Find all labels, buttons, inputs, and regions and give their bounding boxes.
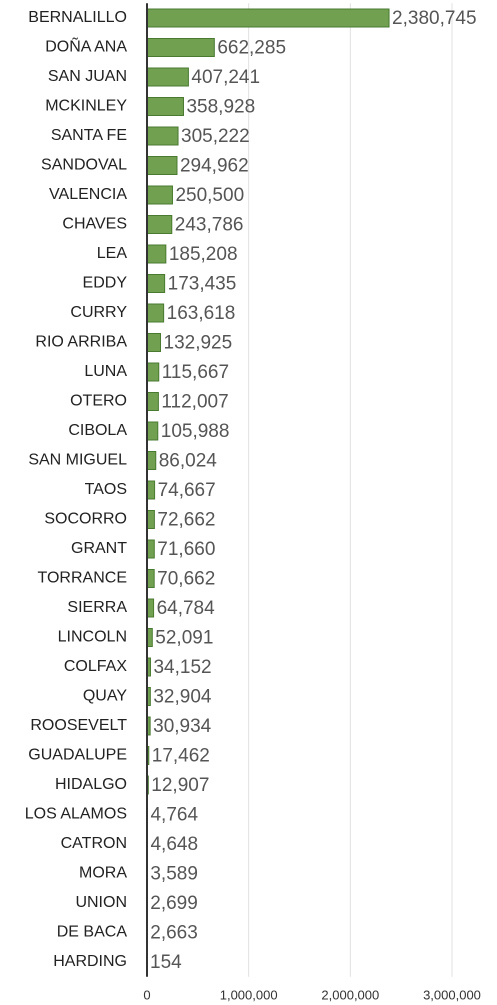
value-label: 2,380,745: [392, 8, 477, 29]
bar: [146, 215, 173, 234]
category-label: MORA: [79, 865, 127, 882]
value-label: 4,764: [150, 805, 198, 826]
value-label: 407,241: [191, 67, 260, 88]
bar: [146, 510, 155, 529]
value-label: 71,660: [157, 539, 215, 560]
category-label: SIERRA: [67, 599, 127, 616]
bar: [146, 185, 173, 205]
value-label: 163,618: [167, 303, 236, 324]
category-label: VALENCIA: [49, 186, 127, 203]
x-tick-label: 1,000,000: [220, 987, 278, 1002]
category-label: HIDALGO: [55, 776, 127, 793]
category-label: SOCORRO: [44, 511, 127, 528]
value-label: 173,435: [168, 274, 237, 295]
value-label: 34,152: [153, 657, 211, 678]
category-label: CHAVES: [62, 216, 127, 233]
value-label: 662,285: [217, 38, 286, 59]
category-label: BERNALILLO: [28, 9, 127, 26]
category-label: SAN JUAN: [48, 68, 127, 85]
category-label: CIBOLA: [68, 422, 127, 439]
category-label: GUADALUPE: [28, 747, 127, 764]
bar: [146, 303, 165, 323]
value-label: 115,667: [162, 362, 229, 383]
bar: [146, 38, 215, 57]
value-label: 112,007: [161, 392, 228, 413]
value-label: 2,699: [150, 893, 198, 914]
x-tick-label: 3,000,000: [423, 987, 481, 1002]
category-label: HARDING: [53, 953, 127, 970]
value-label: 52,091: [155, 628, 213, 649]
value-label: 12,907: [151, 775, 209, 796]
bar: [146, 451, 157, 470]
category-label: DOÑA ANA: [45, 36, 127, 56]
x-tick-label: 0: [143, 987, 150, 1002]
category-label: DE BACA: [57, 924, 128, 941]
value-label: 30,934: [153, 716, 212, 737]
category-label: CATRON: [61, 835, 127, 852]
category-label: SANDOVAL: [41, 157, 127, 174]
bar: [146, 8, 390, 28]
bar: [146, 97, 184, 116]
value-label: 2,663: [150, 923, 198, 944]
value-label: 132,925: [164, 333, 233, 354]
bar: [146, 67, 189, 87]
category-label: LUNA: [84, 363, 127, 380]
value-label: 305,222: [181, 126, 250, 147]
value-label: 74,667: [158, 480, 216, 501]
category-label: OTERO: [70, 393, 127, 410]
bar: [146, 274, 166, 293]
category-label: QUAY: [83, 688, 127, 705]
category-label: EDDY: [83, 275, 128, 292]
value-label: 250,500: [175, 185, 244, 206]
value-label: 294,962: [180, 156, 249, 177]
value-label: 64,784: [157, 598, 216, 619]
x-tick-label: 2,000,000: [321, 987, 379, 1002]
value-label: 3,589: [150, 864, 198, 885]
category-label: SANTA FE: [51, 127, 127, 144]
category-label: UNION: [75, 894, 127, 911]
value-label: 105,988: [161, 421, 230, 442]
value-label: 72,662: [157, 510, 215, 531]
category-label: LINCOLN: [58, 629, 127, 646]
bar: [146, 362, 160, 382]
category-label: RIO ARRIBA: [35, 334, 127, 351]
value-label: 32,904: [153, 687, 212, 708]
category-label: CURRY: [70, 304, 127, 321]
bar: [146, 569, 155, 588]
bar: [146, 126, 179, 146]
category-label: ROOSEVELT: [30, 717, 127, 734]
bar: [146, 156, 178, 175]
category-label: LOS ALAMOS: [25, 806, 127, 823]
value-label: 154: [150, 952, 182, 973]
category-label: TORRANCE: [38, 570, 128, 587]
bar: [146, 244, 167, 264]
value-label: 185,208: [169, 244, 238, 265]
category-label: SAN MIGUEL: [28, 452, 127, 469]
category-label: GRANT: [71, 540, 127, 557]
value-label: 86,024: [159, 451, 218, 472]
value-label: 4,648: [150, 834, 198, 855]
bar: [146, 392, 159, 411]
category-label: MCKINLEY: [45, 98, 127, 115]
bar: [146, 421, 159, 441]
bar: [146, 539, 155, 559]
bar: [146, 480, 156, 500]
category-label: COLFAX: [64, 658, 127, 675]
value-label: 70,662: [157, 569, 215, 590]
value-label: 358,928: [186, 97, 255, 118]
category-label: TAOS: [85, 481, 127, 498]
value-label: 243,786: [175, 215, 244, 236]
bar: [146, 333, 162, 352]
category-label: LEA: [97, 245, 128, 262]
value-label: 17,462: [152, 746, 210, 767]
